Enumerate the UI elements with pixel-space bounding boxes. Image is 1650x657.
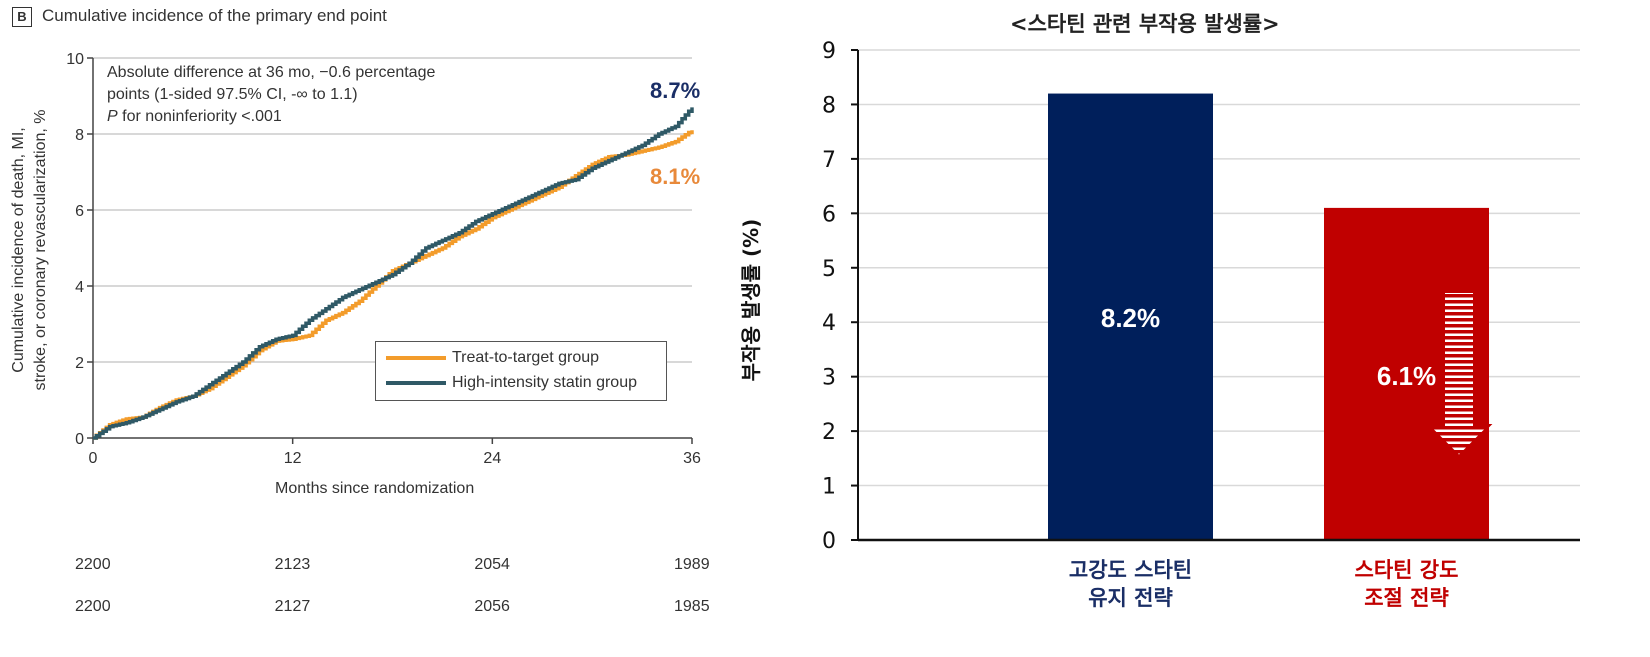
end-label-high-intensity: 8.7% [650,78,701,103]
y-tick-label: 4 [822,311,836,336]
annotation-line3: P for noninferiority <.001 [107,106,435,128]
legend-swatch-high-intensity [386,380,446,385]
y-tick-label: 3 [822,366,836,391]
category-label-line1: 고강도 스타틴 [1068,558,1193,582]
y-tick-label: 0 [75,431,84,448]
annotation-p-italic: P [107,108,118,125]
y-tick-label: 4 [75,279,84,296]
risk-table-cell: 1989 [674,556,710,573]
y-tick-label: 8 [75,127,84,144]
legend-label: High-intensity statin group [452,374,637,391]
risk-table-cell: 2200 [75,556,111,573]
legend-label: Treat-to-target group [452,349,600,366]
y-tick-label: 2 [75,355,84,372]
bar-value-label: 8.2% [1100,303,1161,333]
annotation-text: Absolute difference at 36 mo, −0.6 perce… [107,62,435,128]
x-tick-label: 12 [284,450,302,467]
annotation-line1: Absolute difference at 36 mo, −0.6 perce… [107,64,436,81]
y-tick-label: 8 [822,93,836,118]
y-tick-label: 0 [822,529,836,554]
risk-table-cell: 1985 [674,598,710,615]
x-tick-label: 36 [683,450,701,467]
y-tick-label: 6 [822,202,836,227]
x-tick-label: 0 [89,450,98,467]
end-label-treat-to-target: 8.1% [650,164,701,189]
risk-table-cell: 2123 [274,556,311,573]
legend: Treat-to-target group High-intensity sta… [375,341,667,401]
y-tick-label: 7 [822,148,836,173]
arrow-shape [1425,291,1493,458]
legend-swatch-treat-to-target [386,355,446,360]
left-x-axis-label: Months since randomization [275,480,475,497]
risk-table-cell: 2127 [274,598,311,615]
risk-table-cell: 2200 [75,598,111,615]
annotation-line2: points (1-sided 97.5% CI, -∞ to 1.1) [107,86,358,103]
y-tick-label: 6 [75,203,84,220]
bar-value-label: 6.1% [1376,361,1437,391]
y-tick-label: 9 [822,39,836,64]
category-label-line1: 스타틴 강도 [1354,558,1459,582]
bar-high-intensity [1048,93,1213,541]
y-tick-label: 5 [822,257,836,282]
risk-table-cell: 2056 [474,598,510,615]
left-chart-title: Cumulative incidence of the primary end … [42,6,387,25]
right-chart-title: <스타틴 관련 부작용 발생률> [1010,12,1280,36]
decrease-arrow-icon [1425,291,1493,458]
panel-label: B [12,7,32,27]
category-label-line2: 조절 전략 [1364,586,1449,610]
legend-item-treat-to-target: Treat-to-target group [386,348,599,368]
legend-item-high-intensity: High-intensity statin group [386,373,637,393]
annotation-line3-rest: for noninferiority <.001 [117,108,282,125]
category-label-line2: 유지 전략 [1088,586,1173,610]
x-tick-label: 24 [483,450,501,467]
risk-table-cell: 2054 [474,556,510,573]
y-tick-label: 2 [822,420,836,445]
bar-plot: 0 1 2 3 4 5 6 7 8 9 [822,39,1580,554]
y-tick-label: 10 [66,51,84,68]
y-tick-label: 1 [822,475,836,500]
